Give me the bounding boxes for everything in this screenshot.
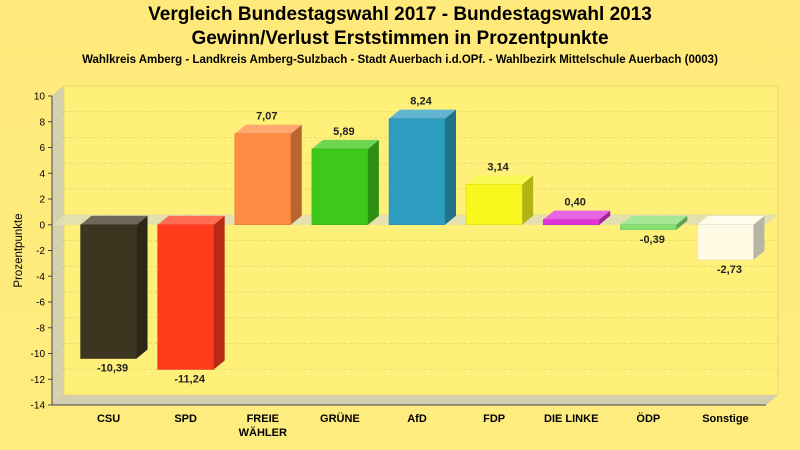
- bar-top: [234, 124, 302, 134]
- bar: [311, 148, 369, 225]
- bar: [157, 224, 214, 370]
- bar-top: [80, 215, 148, 225]
- bar-value-label: 8,24: [410, 96, 432, 108]
- y-tick-label: -14: [31, 401, 46, 412]
- gridline-side: [51, 266, 65, 277]
- chart-title: Vergleich Bundestagswahl 2017 - Bundesta…: [148, 4, 652, 25]
- bar: [388, 118, 446, 225]
- gridline-side: [51, 291, 65, 303]
- gridline-side: [51, 369, 65, 380]
- gridline-side: [51, 163, 65, 174]
- bar: [620, 224, 677, 231]
- bar-top: [389, 109, 456, 119]
- x-tick-label: CSU: [97, 413, 120, 425]
- x-tick-label: SPD: [174, 413, 197, 425]
- x-tick-label: ÖDP: [636, 412, 660, 425]
- gridline-side: [51, 85, 65, 97]
- bar: [234, 133, 292, 226]
- bar-side: [676, 215, 688, 230]
- bar-top: [311, 139, 379, 149]
- bar-value-label: -0,39: [640, 234, 665, 246]
- bar-side: [136, 215, 148, 359]
- y-tick-label: -6: [36, 298, 45, 309]
- bar-top: [697, 215, 765, 225]
- x-tick-label: DIE LINKE: [544, 413, 598, 425]
- y-tick-label: 10: [34, 92, 46, 103]
- y-tick-label: 0: [39, 220, 45, 231]
- bar-top: [543, 210, 611, 220]
- chart-subtitle-district: Wahlkreis Amberg - Landkreis Amberg-Sulz…: [82, 54, 718, 66]
- x-tick-label: GRÜNE: [320, 412, 360, 425]
- gridline-side: [51, 137, 65, 148]
- bar-side: [290, 124, 302, 225]
- y-tick-label: 6: [39, 143, 45, 154]
- x-tick-label: AfD: [407, 413, 427, 425]
- y-tick-label: 8: [39, 117, 45, 128]
- gridline-side: [51, 394, 65, 406]
- x-tick-label: FDP: [483, 413, 505, 425]
- bar-side: [367, 139, 379, 225]
- bar: [542, 219, 600, 226]
- bar-side: [213, 215, 225, 370]
- y-tick-label: -8: [36, 323, 45, 334]
- chart-subtitle: Gewinn/Verlust Erststimmen in Prozentpun…: [191, 28, 609, 49]
- gridline-side: [51, 188, 65, 200]
- y-tick-label: 2: [39, 195, 45, 206]
- bar-top: [466, 175, 534, 185]
- bar-value-label: -2,73: [717, 264, 742, 276]
- x-tick-label: FREIE: [247, 413, 279, 425]
- gridline-side: [51, 343, 65, 354]
- gridline-side: [51, 317, 65, 328]
- y-tick-label: -4: [36, 272, 45, 283]
- gridline-side: [51, 111, 65, 122]
- bar-side: [599, 210, 611, 225]
- gridline-side: [51, 240, 65, 251]
- x-tick-label: WÄHLER: [239, 426, 287, 439]
- bar-side: [445, 109, 456, 225]
- x-tick-label: Sonstige: [702, 413, 748, 425]
- bar-top: [620, 215, 688, 225]
- y-tick-label: -12: [31, 375, 46, 386]
- y-tick-label: -10: [31, 349, 46, 360]
- bar-value-label: 7,07: [256, 111, 277, 123]
- bar-value-label: 0,40: [565, 197, 586, 209]
- bar-value-label: -10,39: [97, 363, 128, 375]
- plot-floor: [52, 395, 778, 405]
- bar: [465, 184, 523, 225]
- bar-side: [522, 175, 534, 225]
- y-tick-label: -2: [36, 246, 45, 257]
- bar-top: [157, 215, 225, 225]
- bar: [80, 224, 137, 359]
- y-axis-label: Prozentpunkte: [13, 213, 25, 287]
- bar-value-label: 5,89: [333, 126, 354, 138]
- bar: [697, 224, 754, 261]
- bar-value-label: 3,14: [487, 161, 509, 173]
- bar-side: [753, 215, 765, 260]
- bar-value-label: -11,24: [174, 373, 205, 385]
- y-tick-label: 4: [39, 169, 45, 180]
